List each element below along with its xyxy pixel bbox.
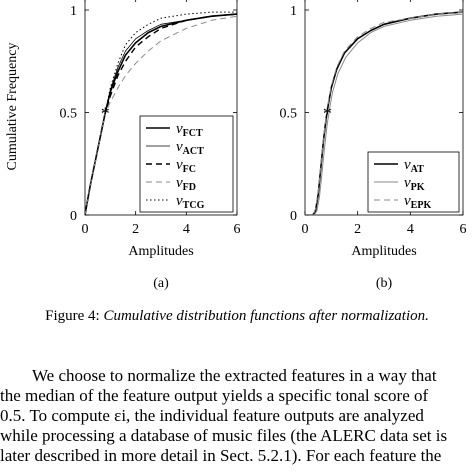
median-marker: * [323, 104, 332, 124]
y-axis-label: Cumulative Frequency [5, 43, 20, 171]
y-tick-label: 0.5 [280, 107, 298, 122]
legend-subscript: EPK [411, 200, 432, 211]
paragraph-line: We choose to normalize the extracted fea… [32, 366, 437, 385]
legend-subscript: AT [411, 164, 424, 175]
x-tick-label: 2 [132, 222, 139, 237]
x-tick-label: 0 [302, 222, 309, 237]
series-line-vEPK [305, 11, 463, 215]
series-line-vTCG [85, 11, 237, 215]
legend-subscript: FCT [183, 128, 203, 139]
legend-subscript: ACT [183, 146, 204, 157]
panel-label: (b) [376, 276, 393, 291]
axes-frame [84, 0, 238, 216]
legend-subscript: PK [411, 182, 425, 193]
series-line-vPK [305, 13, 463, 215]
x-tick-label: 4 [407, 222, 414, 237]
y-tick-label: 0 [70, 209, 77, 224]
paragraph-line: the median of the feature output yields … [0, 386, 429, 405]
x-axis-label: Amplitudes [128, 244, 193, 259]
y-tick-label: 1 [70, 4, 77, 19]
legend-subscript: FC [183, 164, 196, 175]
figure-4-cdf-plots: 0 2 4 6 0 0.5 1 Amplitudes Cumulative Frequency *… [5, 0, 467, 291]
x-tick-label: 0 [82, 222, 89, 237]
x-axis-label: Amplitudes [351, 244, 416, 259]
x-tick-label: 2 [354, 222, 361, 237]
y-tick-label: 0 [290, 209, 297, 224]
axes-frame [304, 0, 464, 216]
paragraph-line: 0.5. To compute εi, the individual featu… [0, 406, 424, 425]
x-tick-label: 6 [234, 222, 241, 237]
paragraph-line: later described in more detail in Sect. … [0, 446, 442, 465]
median-marker: * [101, 104, 110, 124]
panel-label: (a) [153, 276, 169, 291]
caption-label: Figure 4: [45, 308, 100, 324]
figure-caption: Figure 4: Cumulative distribution functi… [0, 308, 474, 325]
legend-subscript: TCG [183, 200, 205, 211]
x-tick-label: 4 [183, 222, 190, 237]
chart-panel-a: 0 2 4 6 0 0.5 1 Amplitudes Cumulative Frequency *… [5, 0, 241, 291]
legend-subscript: FD [183, 182, 196, 193]
y-tick-label: 0.5 [60, 107, 78, 122]
legend-box [139, 115, 234, 213]
y-tick-label: 1 [290, 4, 297, 19]
x-tick-label: 6 [460, 222, 467, 237]
caption-text: Cumulative distribution functions after … [103, 308, 429, 324]
paragraph-line: while processing a database of music fil… [0, 426, 448, 445]
body-paragraph: We choose to normalize the extracted fea… [0, 366, 474, 466]
